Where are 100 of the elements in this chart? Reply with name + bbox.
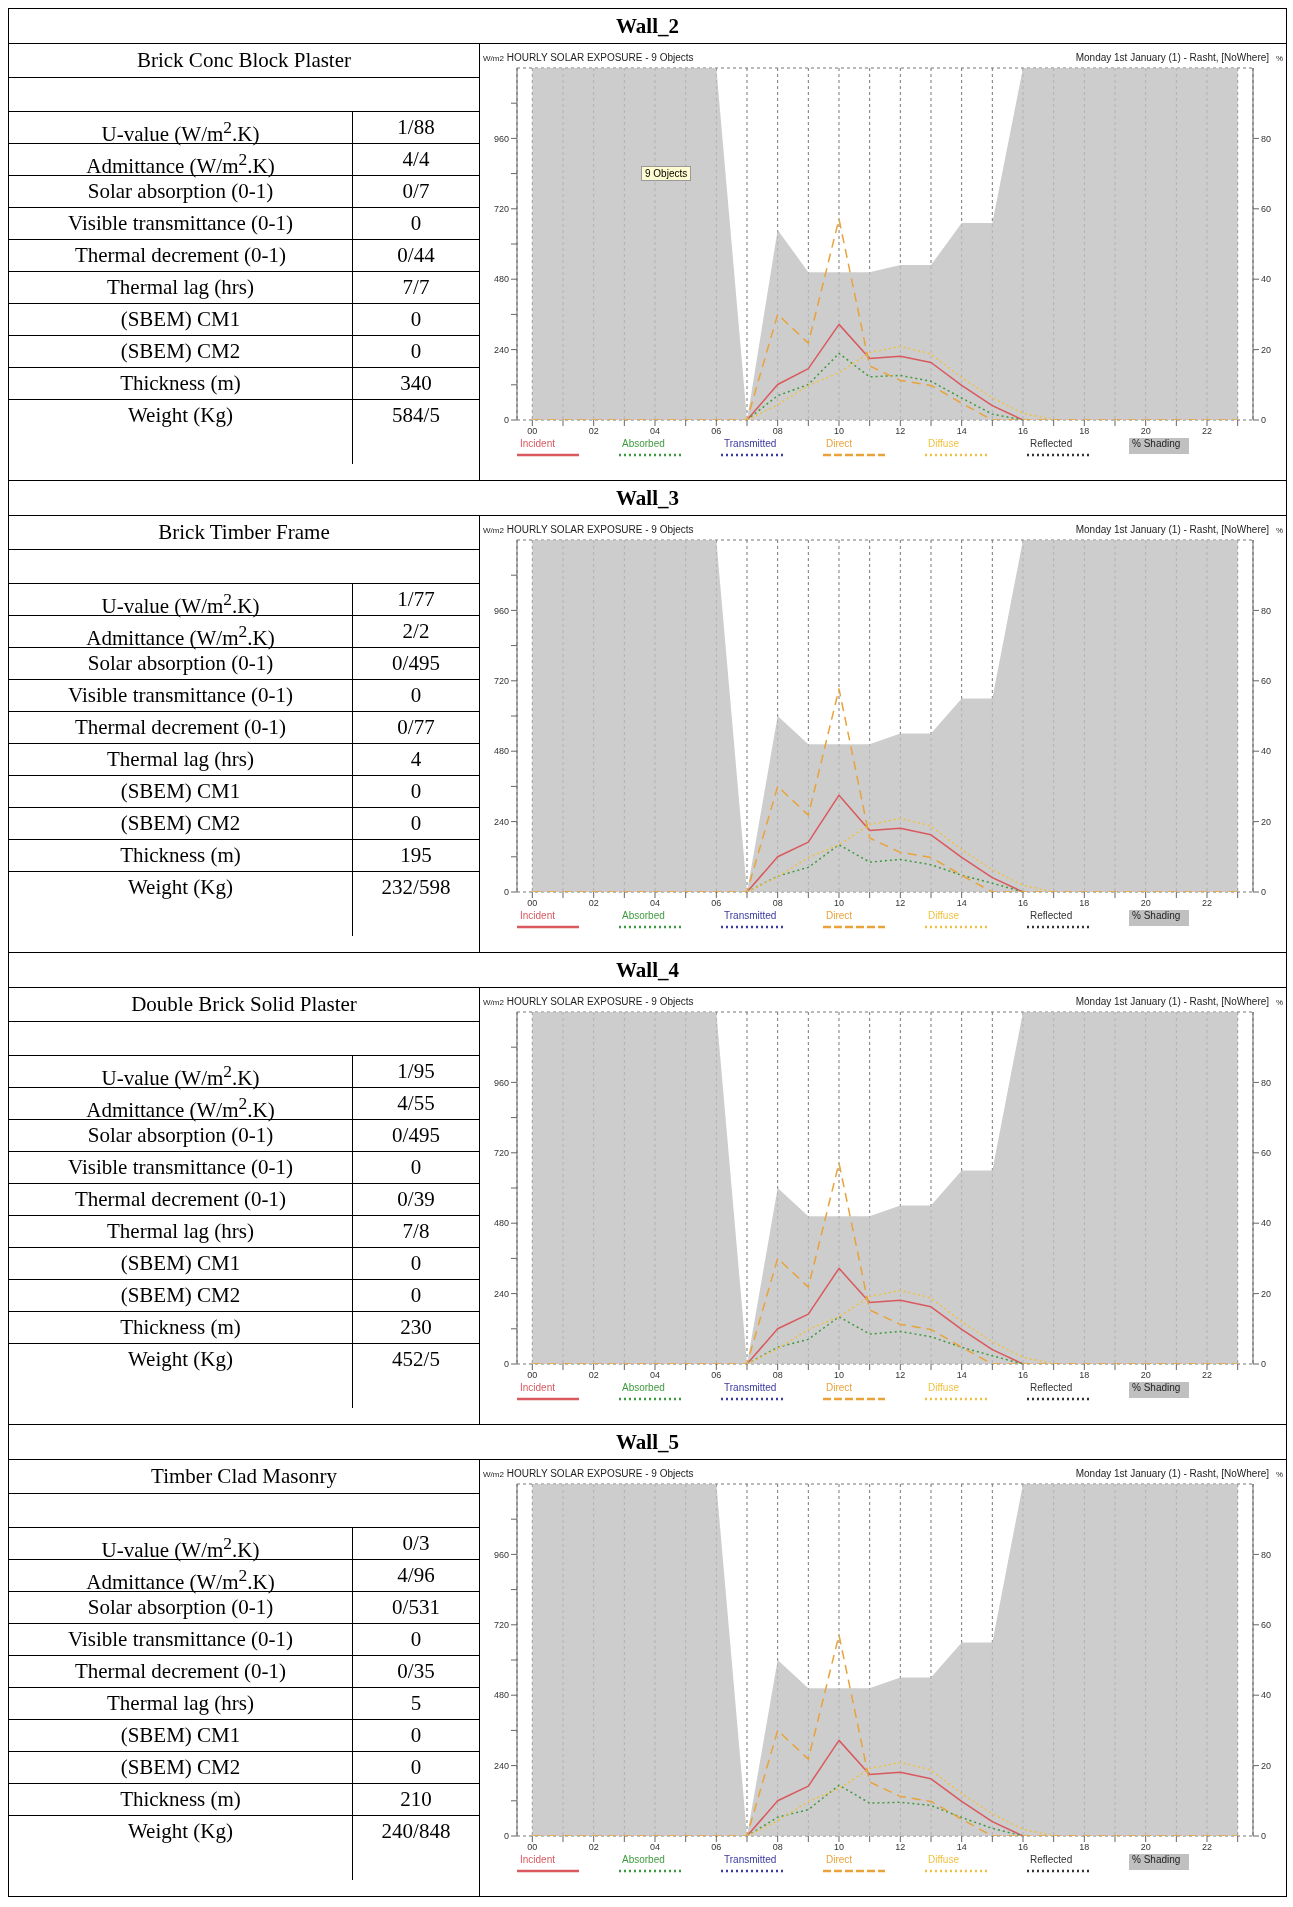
x-tick-label: 20 xyxy=(1140,898,1151,909)
text: Solar absorption (0-1) xyxy=(87,1595,274,1619)
legend-label: Reflected xyxy=(1029,1382,1073,1393)
y2-tick-label: 20 xyxy=(1261,816,1272,827)
x-tick-label: 22 xyxy=(1201,426,1213,437)
x-tick-label: 20 xyxy=(1140,1370,1151,1381)
text: 584/5 xyxy=(392,403,440,427)
text: 4 xyxy=(410,747,422,771)
text: U-value (W/m$^{2}$.K) xyxy=(101,1061,260,1090)
chart-subtitle: Monday 1st January (1) - Rasht, [NoWhere] xyxy=(1075,524,1270,535)
x-tick-label: 12 xyxy=(895,1370,906,1381)
y-tick-label: 0 xyxy=(503,415,509,426)
y-tick-label: 480 xyxy=(493,746,509,757)
x-tick-label: 00 xyxy=(527,898,538,909)
text: (SBEM) CM2 xyxy=(120,1283,241,1307)
x-tick-label: 18 xyxy=(1079,1370,1090,1381)
x-tick-label: 06 xyxy=(711,898,722,909)
text: 452/5 xyxy=(392,1347,440,1371)
x-tick-label: 22 xyxy=(1201,1370,1213,1381)
text: 0/35 xyxy=(397,1659,435,1683)
y2-tick-label: 20 xyxy=(1261,1760,1272,1771)
text: Weight (Kg) xyxy=(127,403,234,427)
text: U-value (W/m$^{2}$.K) xyxy=(101,1533,260,1562)
x-tick-label: 20 xyxy=(1140,426,1151,437)
x-tick-label: 04 xyxy=(649,426,661,437)
text: Direct xyxy=(825,1382,853,1393)
x-tick-label: 02 xyxy=(588,1370,599,1381)
y2-tick-label: 80 xyxy=(1261,133,1272,144)
text: 0 xyxy=(410,1155,422,1179)
x-tick-label: 02 xyxy=(588,898,599,909)
y-tick-label: 0 xyxy=(503,887,509,898)
text: Admittance (W/m$^{2}$.K) xyxy=(86,621,275,650)
x-tick-label: 16 xyxy=(1017,1842,1029,1853)
text: Solar absorption (0-1) xyxy=(87,1123,274,1147)
x-tick-label: 10 xyxy=(833,898,845,909)
text: Visible transmittance (0-1) xyxy=(67,683,293,707)
text: 5 xyxy=(410,1691,422,1715)
text: Direct xyxy=(825,910,853,921)
y2-axis-title: % xyxy=(1274,54,1283,63)
x-tick-label: 00 xyxy=(527,1842,538,1853)
x-tick-label: 08 xyxy=(772,1370,783,1381)
x-tick-label: 14 xyxy=(956,426,967,437)
text: (SBEM) CM1 xyxy=(120,1251,241,1275)
x-tick-label: 20 xyxy=(1140,1842,1151,1853)
text: Thermal decrement (0-1) xyxy=(74,715,287,739)
text: Admittance (W/m$^{2}$.K) xyxy=(86,149,275,178)
text: U-value (W/m$^{2}$.K) xyxy=(101,117,260,146)
y-tick-label: 240 xyxy=(493,1760,509,1771)
text: Visible transmittance (0-1) xyxy=(67,1155,293,1179)
chart-subtitle: Monday 1st January (1) - Rasht, [NoWhere] xyxy=(1075,1468,1270,1479)
x-tick-label: 18 xyxy=(1079,426,1090,437)
text: (SBEM) CM1 xyxy=(120,307,241,331)
x-tick-label: 06 xyxy=(711,426,722,437)
x-tick-label: 00 xyxy=(527,1370,538,1381)
legend-label: Reflected xyxy=(1029,438,1073,449)
y-tick-label: 960 xyxy=(493,1549,509,1560)
text: (SBEM) CM1 xyxy=(120,779,241,803)
text: 0 xyxy=(410,1283,422,1307)
text: 210 xyxy=(400,1787,432,1811)
text: Wall_4 xyxy=(615,958,679,982)
text: Double Brick Solid Plaster xyxy=(131,992,357,1016)
text: 0 xyxy=(410,339,422,363)
x-tick-label: 12 xyxy=(895,898,906,909)
text: Thickness (m) xyxy=(120,371,241,395)
text: Visible transmittance (0-1) xyxy=(67,1627,293,1651)
legend-label: Transmitted xyxy=(723,910,777,921)
x-tick-label: 08 xyxy=(772,426,783,437)
text: Solar absorption (0-1) xyxy=(87,179,274,203)
text: Thermal lag (hrs) xyxy=(107,275,254,299)
y-tick-label: 240 xyxy=(493,344,509,355)
text: Admittance (W/m$^{2}$.K) xyxy=(86,1093,275,1122)
text: 0/3 xyxy=(402,1531,430,1555)
y2-tick-label: 40 xyxy=(1261,1218,1272,1229)
text: 232/598 xyxy=(381,875,451,899)
text: (SBEM) CM1 xyxy=(120,1723,241,1747)
x-tick-label: 04 xyxy=(649,1842,661,1853)
y-axis-title: W/m2 xyxy=(483,1470,504,1479)
y2-tick-label: 60 xyxy=(1261,1619,1272,1630)
y2-tick-label: 0 xyxy=(1261,887,1267,898)
text: 7/7 xyxy=(402,275,430,299)
y-tick-label: 720 xyxy=(493,204,509,214)
text: Absorbed xyxy=(621,438,665,449)
x-tick-label: 06 xyxy=(711,1842,722,1853)
x-tick-label: 16 xyxy=(1017,1370,1029,1381)
text: Brick Conc Block Plaster xyxy=(136,48,352,72)
x-tick-label: 08 xyxy=(772,898,783,909)
chart-title: HOURLY SOLAR EXPOSURE - 9 Objects xyxy=(506,1468,694,1479)
text: Thickness (m) xyxy=(120,1315,241,1339)
text: 4/55 xyxy=(397,1091,435,1115)
y2-tick-label: 20 xyxy=(1261,344,1272,355)
x-tick-label: 16 xyxy=(1017,898,1029,909)
y-tick-label: 720 xyxy=(493,1619,509,1630)
text: Diffuse xyxy=(927,1854,959,1865)
y2-tick-label: 0 xyxy=(1261,1359,1267,1370)
text: 0/77 xyxy=(397,715,435,739)
x-tick-label: 10 xyxy=(833,1842,845,1853)
text: 0 xyxy=(410,1755,422,1779)
x-tick-label: 10 xyxy=(833,1370,845,1381)
text: Weight (Kg) xyxy=(127,1819,234,1843)
text: Weight (Kg) xyxy=(127,1347,234,1371)
